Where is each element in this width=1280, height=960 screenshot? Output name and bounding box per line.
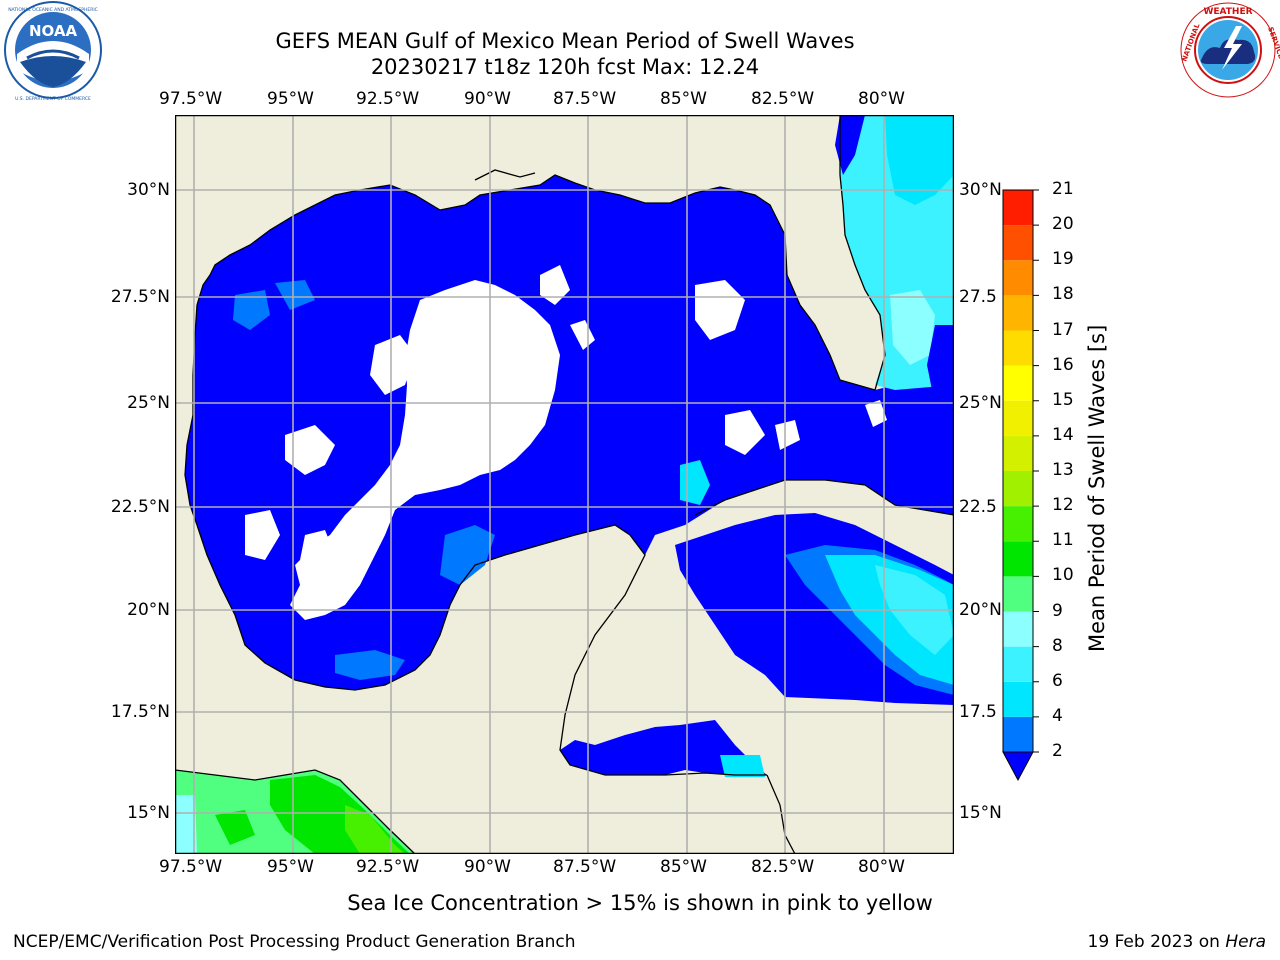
- lon-tick-bottom: 80°W: [858, 857, 905, 877]
- colorbar-tick-label: 4: [1052, 705, 1063, 726]
- colorbar-segment: [1003, 471, 1033, 507]
- colorbar-tick-label: 13: [1052, 460, 1074, 480]
- colorbar-segment: [1003, 330, 1033, 366]
- coastline: [175, 115, 954, 854]
- colorbar-segment: [1003, 646, 1033, 682]
- footer-date-text: 19 Feb 2023 on: [1087, 932, 1226, 952]
- footer-date: 19 Feb 2023 on Hera: [1088, 932, 1266, 952]
- lon-tick-bottom: 90°W: [464, 857, 511, 877]
- colorbar-segment: [1003, 611, 1033, 647]
- lon-tick-top: 92.5°W: [356, 89, 420, 109]
- colorbar-tick-label: 2: [1052, 741, 1063, 761]
- lat-tick-left: 30°N: [127, 180, 170, 200]
- colorbar-segment: [1003, 190, 1033, 226]
- svg-text:U.S. DEPARTMENT OF COMMERCE: U.S. DEPARTMENT OF COMMERCE: [15, 96, 91, 102]
- gulf-of-mexico-map: [174, 114, 955, 855]
- colorbar-svg: [1002, 189, 1039, 782]
- colorbar-segment: [1003, 260, 1033, 296]
- lon-tick-bottom: 87.5°W: [553, 857, 617, 877]
- colorbar-segment: [1003, 576, 1033, 612]
- lat-tick-left: 17.5°N: [110, 702, 170, 722]
- colorbar-tick-label: 15: [1052, 389, 1074, 410]
- colorbar-tick-label: 11: [1052, 530, 1074, 551]
- lat-tick-right: 27.5: [959, 287, 997, 307]
- lon-tick-bottom: 82.5°W: [751, 857, 815, 877]
- colorbar-label: Mean Period of Swell Waves [s]: [1085, 324, 1109, 652]
- lat-tick-right: 17.5: [959, 702, 997, 722]
- colorbar-segment: [1003, 225, 1033, 261]
- colorbar-tick-label: 19: [1052, 249, 1074, 270]
- map-panel: [174, 114, 955, 855]
- lon-tick-top: 82.5°W: [751, 89, 815, 109]
- lat-tick-left: 25°N: [127, 393, 170, 413]
- lat-tick-right: 15°N: [959, 803, 1002, 823]
- colorbar-tick-label: 17: [1052, 319, 1074, 340]
- colorbar-tick-label: 18: [1052, 284, 1074, 305]
- ice-caption: Sea Ice Concentration > 15% is shown in …: [347, 891, 933, 915]
- gulf-swell-field: [185, 175, 954, 690]
- colorbar-tick-label: 10: [1052, 565, 1074, 586]
- lat-tick-left: 27.5°N: [110, 287, 170, 307]
- lat-tick-right: 30°N: [959, 180, 1002, 200]
- colorbar-tick-label: 21: [1052, 179, 1074, 199]
- colorbar-tick-label: 12: [1052, 495, 1074, 516]
- noaa-logo: NOAA NATIONAL OCEANIC AND ATMOSPHERIC U.…: [0, 0, 105, 105]
- svg-text:WEATHER: WEATHER: [1203, 7, 1252, 17]
- lon-tick-top: 97.5°W: [159, 89, 223, 109]
- colorbar-segment: [1003, 681, 1033, 717]
- nws-logo: WEATHER NATIONAL SERVICE: [1178, 0, 1280, 100]
- svg-text:NATIONAL OCEANIC AND ATMOSPHER: NATIONAL OCEANIC AND ATMOSPHERIC: [8, 7, 98, 13]
- colorbar-tick-label: 14: [1052, 424, 1074, 445]
- lat-tick-right: 25°N: [959, 393, 1002, 413]
- lat-tick-left: 15°N: [127, 803, 170, 823]
- colorbar-extend: [1002, 751, 1034, 782]
- lon-tick-top: 80°W: [858, 89, 905, 109]
- lon-tick-top: 85°W: [660, 89, 707, 109]
- colorbar-tick-label: 9: [1052, 600, 1063, 621]
- map-title: GEFS MEAN Gulf of Mexico Mean Period of …: [275, 29, 855, 53]
- lon-tick-bottom: 97.5°W: [159, 857, 223, 877]
- footer-credit: NCEP/EMC/Verification Post Processing Pr…: [13, 932, 576, 952]
- lon-tick-bottom: 85°W: [660, 857, 707, 877]
- colorbar-segment: [1003, 435, 1033, 471]
- colorbar-segment: [1003, 716, 1033, 752]
- lon-tick-bottom: 92.5°W: [356, 857, 420, 877]
- lat-tick-left: 22.5°N: [110, 497, 170, 517]
- colorbar-segment: [1003, 365, 1033, 401]
- lon-tick-top: 90°W: [464, 89, 511, 109]
- colorbar-segment: [1003, 541, 1033, 577]
- colorbar-tick-label: 6: [1052, 670, 1063, 691]
- colorbar-tick-label: 20: [1052, 214, 1074, 235]
- lon-tick-bottom: 95°W: [267, 857, 314, 877]
- noaa-logo-text: NOAA: [29, 22, 78, 40]
- footer-host: Hera: [1225, 932, 1266, 952]
- graticule: [175, 115, 954, 854]
- lon-tick-top: 87.5°W: [553, 89, 617, 109]
- colorbar: [995, 180, 1050, 785]
- colorbar-segment: [1003, 295, 1033, 331]
- colorbar-tick-label: 8: [1052, 635, 1063, 656]
- colorbar-segment: [1003, 400, 1033, 436]
- no-data-region: [290, 280, 560, 620]
- lat-tick-right: 20°N: [959, 600, 1002, 620]
- lon-tick-top: 95°W: [267, 89, 314, 109]
- lat-tick-left: 20°N: [127, 600, 170, 620]
- colorbar-tick-label: 16: [1052, 354, 1074, 375]
- colorbar-segment: [1003, 506, 1033, 542]
- map-subtitle: 20230217 t18z 120h fcst Max: 12.24: [370, 55, 760, 79]
- lat-tick-right: 22.5: [959, 497, 997, 517]
